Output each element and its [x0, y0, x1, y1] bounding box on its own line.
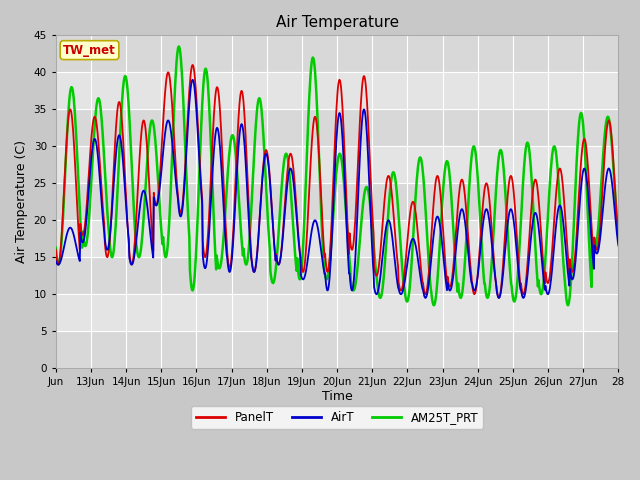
Bar — [56, 109, 618, 146]
Bar — [56, 294, 618, 331]
Legend: PanelT, AirT, AM25T_PRT: PanelT, AirT, AM25T_PRT — [191, 407, 483, 429]
Y-axis label: Air Temperature (C): Air Temperature (C) — [15, 140, 28, 263]
Bar — [56, 257, 618, 294]
Title: Air Temperature: Air Temperature — [276, 15, 399, 30]
Bar — [56, 183, 618, 220]
Bar — [56, 72, 618, 109]
Text: TW_met: TW_met — [63, 44, 116, 57]
Bar — [56, 331, 618, 368]
Bar — [56, 146, 618, 183]
Bar — [56, 220, 618, 257]
X-axis label: Time: Time — [322, 390, 353, 403]
Bar — [56, 36, 618, 72]
